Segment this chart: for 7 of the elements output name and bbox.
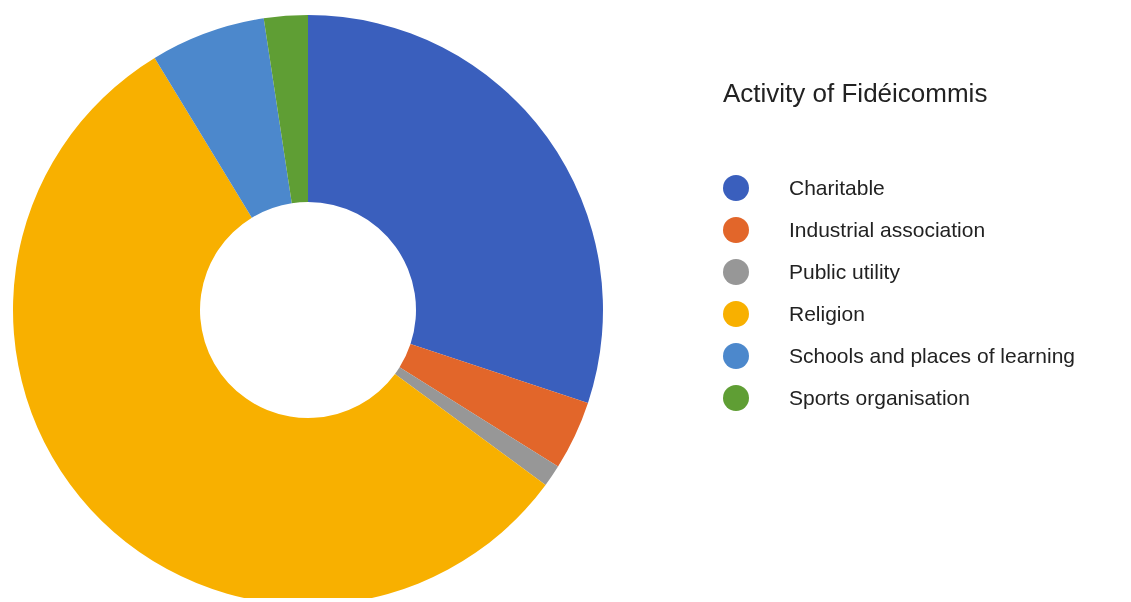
legend-label: Industrial association (789, 218, 986, 242)
legend-label: Sports organisation (789, 386, 970, 410)
legend-label: Religion (789, 302, 865, 326)
legend-label: Public utility (789, 260, 900, 284)
legend-label: Charitable (789, 176, 885, 200)
legend-label: Schools and places of learning (789, 344, 1076, 368)
legend-title: Activity of Fidéicommis (723, 78, 989, 109)
